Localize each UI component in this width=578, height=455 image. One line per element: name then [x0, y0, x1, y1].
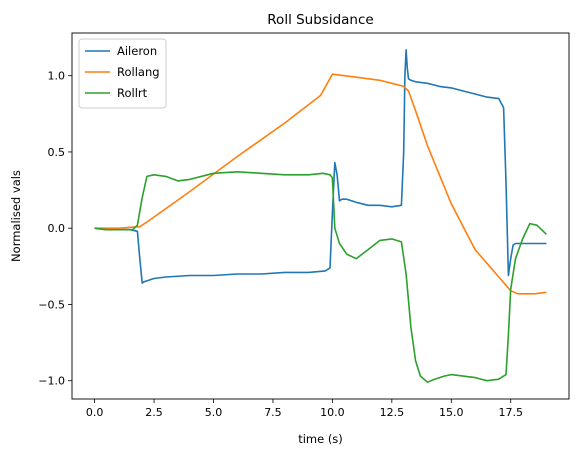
legend-box [78, 38, 167, 109]
y-tick-label: −0.5 [38, 298, 65, 311]
plot-area [94, 49, 547, 383]
x-tick-label: 10.0 [320, 406, 345, 419]
legend-label-rollrt: Rollrt [117, 86, 148, 100]
x-tick-label: 17.5 [498, 406, 523, 419]
y-tick-label: 0.0 [48, 222, 66, 235]
x-tick-label: 2.5 [145, 406, 163, 419]
series-line-rollrt [94, 171, 547, 383]
x-tick-label: 15.0 [439, 406, 464, 419]
axes-frame [71, 32, 570, 400]
legend: Aileron Rollang Rollrt [78, 38, 167, 109]
x-axis-label: time (s) [298, 432, 343, 446]
x-tick-label: 0.0 [86, 406, 104, 419]
x-tick-label: 7.5 [264, 406, 282, 419]
y-axis-label: Normalised vals [9, 170, 23, 262]
y-tick-label: 0.5 [48, 146, 66, 159]
series-line-aileron [94, 49, 547, 284]
chart-title: Roll Subsidance [267, 12, 373, 28]
y-tick-label: −1.0 [38, 375, 65, 388]
legend-label-aileron: Aileron [117, 44, 157, 58]
legend-label-rollang: Rollang [117, 65, 160, 79]
x-tick-label: 12.5 [380, 406, 405, 419]
x-axis: 0.0 2.5 5.0 7.5 10.0 12.5 15.0 17.5 [86, 399, 523, 419]
y-tick-label: 1.0 [48, 70, 66, 83]
x-tick-label: 5.0 [205, 406, 223, 419]
y-axis: −1.0 −0.5 0.0 0.5 1.0 [38, 70, 72, 388]
